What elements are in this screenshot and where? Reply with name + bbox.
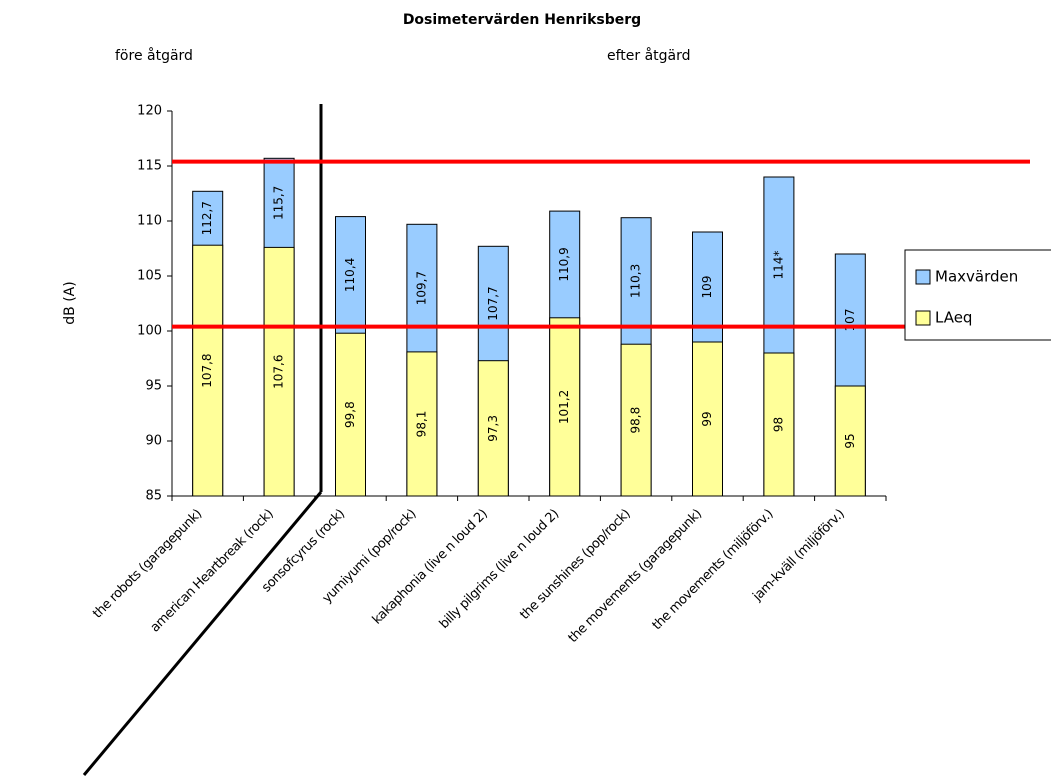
bar [263, 246, 295, 497]
value-label: 97,3 [486, 415, 500, 442]
annotation: efter åtgärd [607, 47, 691, 64]
bar [549, 317, 581, 497]
y-tick-label: 95 [145, 379, 162, 394]
value-label: 107,6 [272, 355, 286, 389]
y-tick-label: 85 [145, 489, 162, 504]
value-label: 98,8 [629, 407, 643, 434]
bar [763, 352, 795, 497]
bar [692, 341, 723, 497]
x-tick-label: the movements (miljöförv.) [650, 507, 777, 634]
value-label: 115,7 [272, 186, 286, 220]
y-tick-label: 115 [137, 159, 162, 174]
value-label: 99,8 [343, 401, 357, 428]
bar [192, 244, 224, 497]
bar [620, 343, 652, 497]
value-label: 110,3 [629, 264, 643, 298]
value-label: 110,9 [557, 247, 571, 281]
chart-title: Dosimetervärden Henriksberg [403, 12, 641, 28]
x-tick-label: american Heartbreak (rock) [148, 507, 277, 636]
bar [406, 351, 438, 497]
value-label: 99 [700, 411, 714, 426]
y-tick-label: 100 [137, 324, 162, 339]
legend-label: LAeq [935, 309, 972, 327]
x-tick-label: kakaphonia (live n loud 2) [370, 507, 491, 628]
y-tick-label: 120 [137, 104, 162, 119]
value-label: 110,4 [343, 258, 357, 292]
y-tick-label: 110 [137, 214, 162, 229]
bar [477, 360, 509, 497]
y-tick-label: 105 [137, 269, 162, 284]
legend-swatch [915, 269, 931, 285]
value-label: 101,2 [557, 390, 571, 424]
value-label: 95 [843, 433, 857, 448]
value-label: 109,7 [414, 271, 428, 305]
value-label: 107,7 [486, 286, 500, 320]
y-tick-label: 90 [145, 434, 162, 449]
x-tick-label: billy pilgrims (live n loud 2) [437, 507, 562, 632]
value-label: 98 [771, 417, 785, 432]
value-label: 107,8 [200, 353, 214, 387]
value-label: 114* [771, 251, 785, 280]
value-label: 112,7 [200, 201, 214, 235]
x-tick-label: the movements (garagepunk) [566, 507, 705, 646]
annotation: före åtgärd [115, 47, 193, 64]
legend-box [904, 249, 1051, 341]
legend-swatch [915, 310, 931, 326]
bar [834, 385, 866, 497]
value-label: 109 [700, 276, 714, 299]
bar [335, 332, 366, 497]
y-axis-title: dB (A) [62, 281, 78, 324]
legend-label: Maxvärden [935, 268, 1018, 286]
value-label: 98,1 [414, 411, 428, 438]
divider [82, 491, 323, 776]
